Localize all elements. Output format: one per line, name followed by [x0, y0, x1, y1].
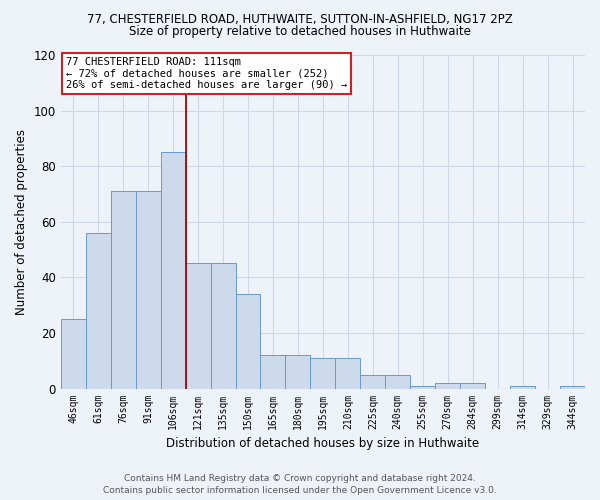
Bar	[61, 319, 86, 388]
Bar	[161, 152, 185, 388]
Bar	[410, 386, 435, 388]
Text: 77, CHESTERFIELD ROAD, HUTHWAITE, SUTTON-IN-ASHFIELD, NG17 2PZ: 77, CHESTERFIELD ROAD, HUTHWAITE, SUTTON…	[87, 12, 513, 26]
Bar	[385, 374, 410, 388]
Bar	[86, 233, 111, 388]
Bar	[211, 264, 236, 388]
Bar	[510, 386, 535, 388]
Y-axis label: Number of detached properties: Number of detached properties	[15, 129, 28, 315]
Bar	[560, 386, 585, 388]
Bar	[286, 355, 310, 388]
Bar	[260, 355, 286, 388]
Bar	[361, 374, 385, 388]
Bar	[185, 264, 211, 388]
Bar	[136, 191, 161, 388]
Bar	[460, 383, 485, 388]
Bar	[236, 294, 260, 388]
Bar	[435, 383, 460, 388]
Bar	[310, 358, 335, 388]
Text: 77 CHESTERFIELD ROAD: 111sqm
← 72% of detached houses are smaller (252)
26% of s: 77 CHESTERFIELD ROAD: 111sqm ← 72% of de…	[66, 56, 347, 90]
Text: Contains HM Land Registry data © Crown copyright and database right 2024.
Contai: Contains HM Land Registry data © Crown c…	[103, 474, 497, 495]
Text: Size of property relative to detached houses in Huthwaite: Size of property relative to detached ho…	[129, 25, 471, 38]
Bar	[111, 191, 136, 388]
X-axis label: Distribution of detached houses by size in Huthwaite: Distribution of detached houses by size …	[166, 437, 479, 450]
Bar	[335, 358, 361, 388]
